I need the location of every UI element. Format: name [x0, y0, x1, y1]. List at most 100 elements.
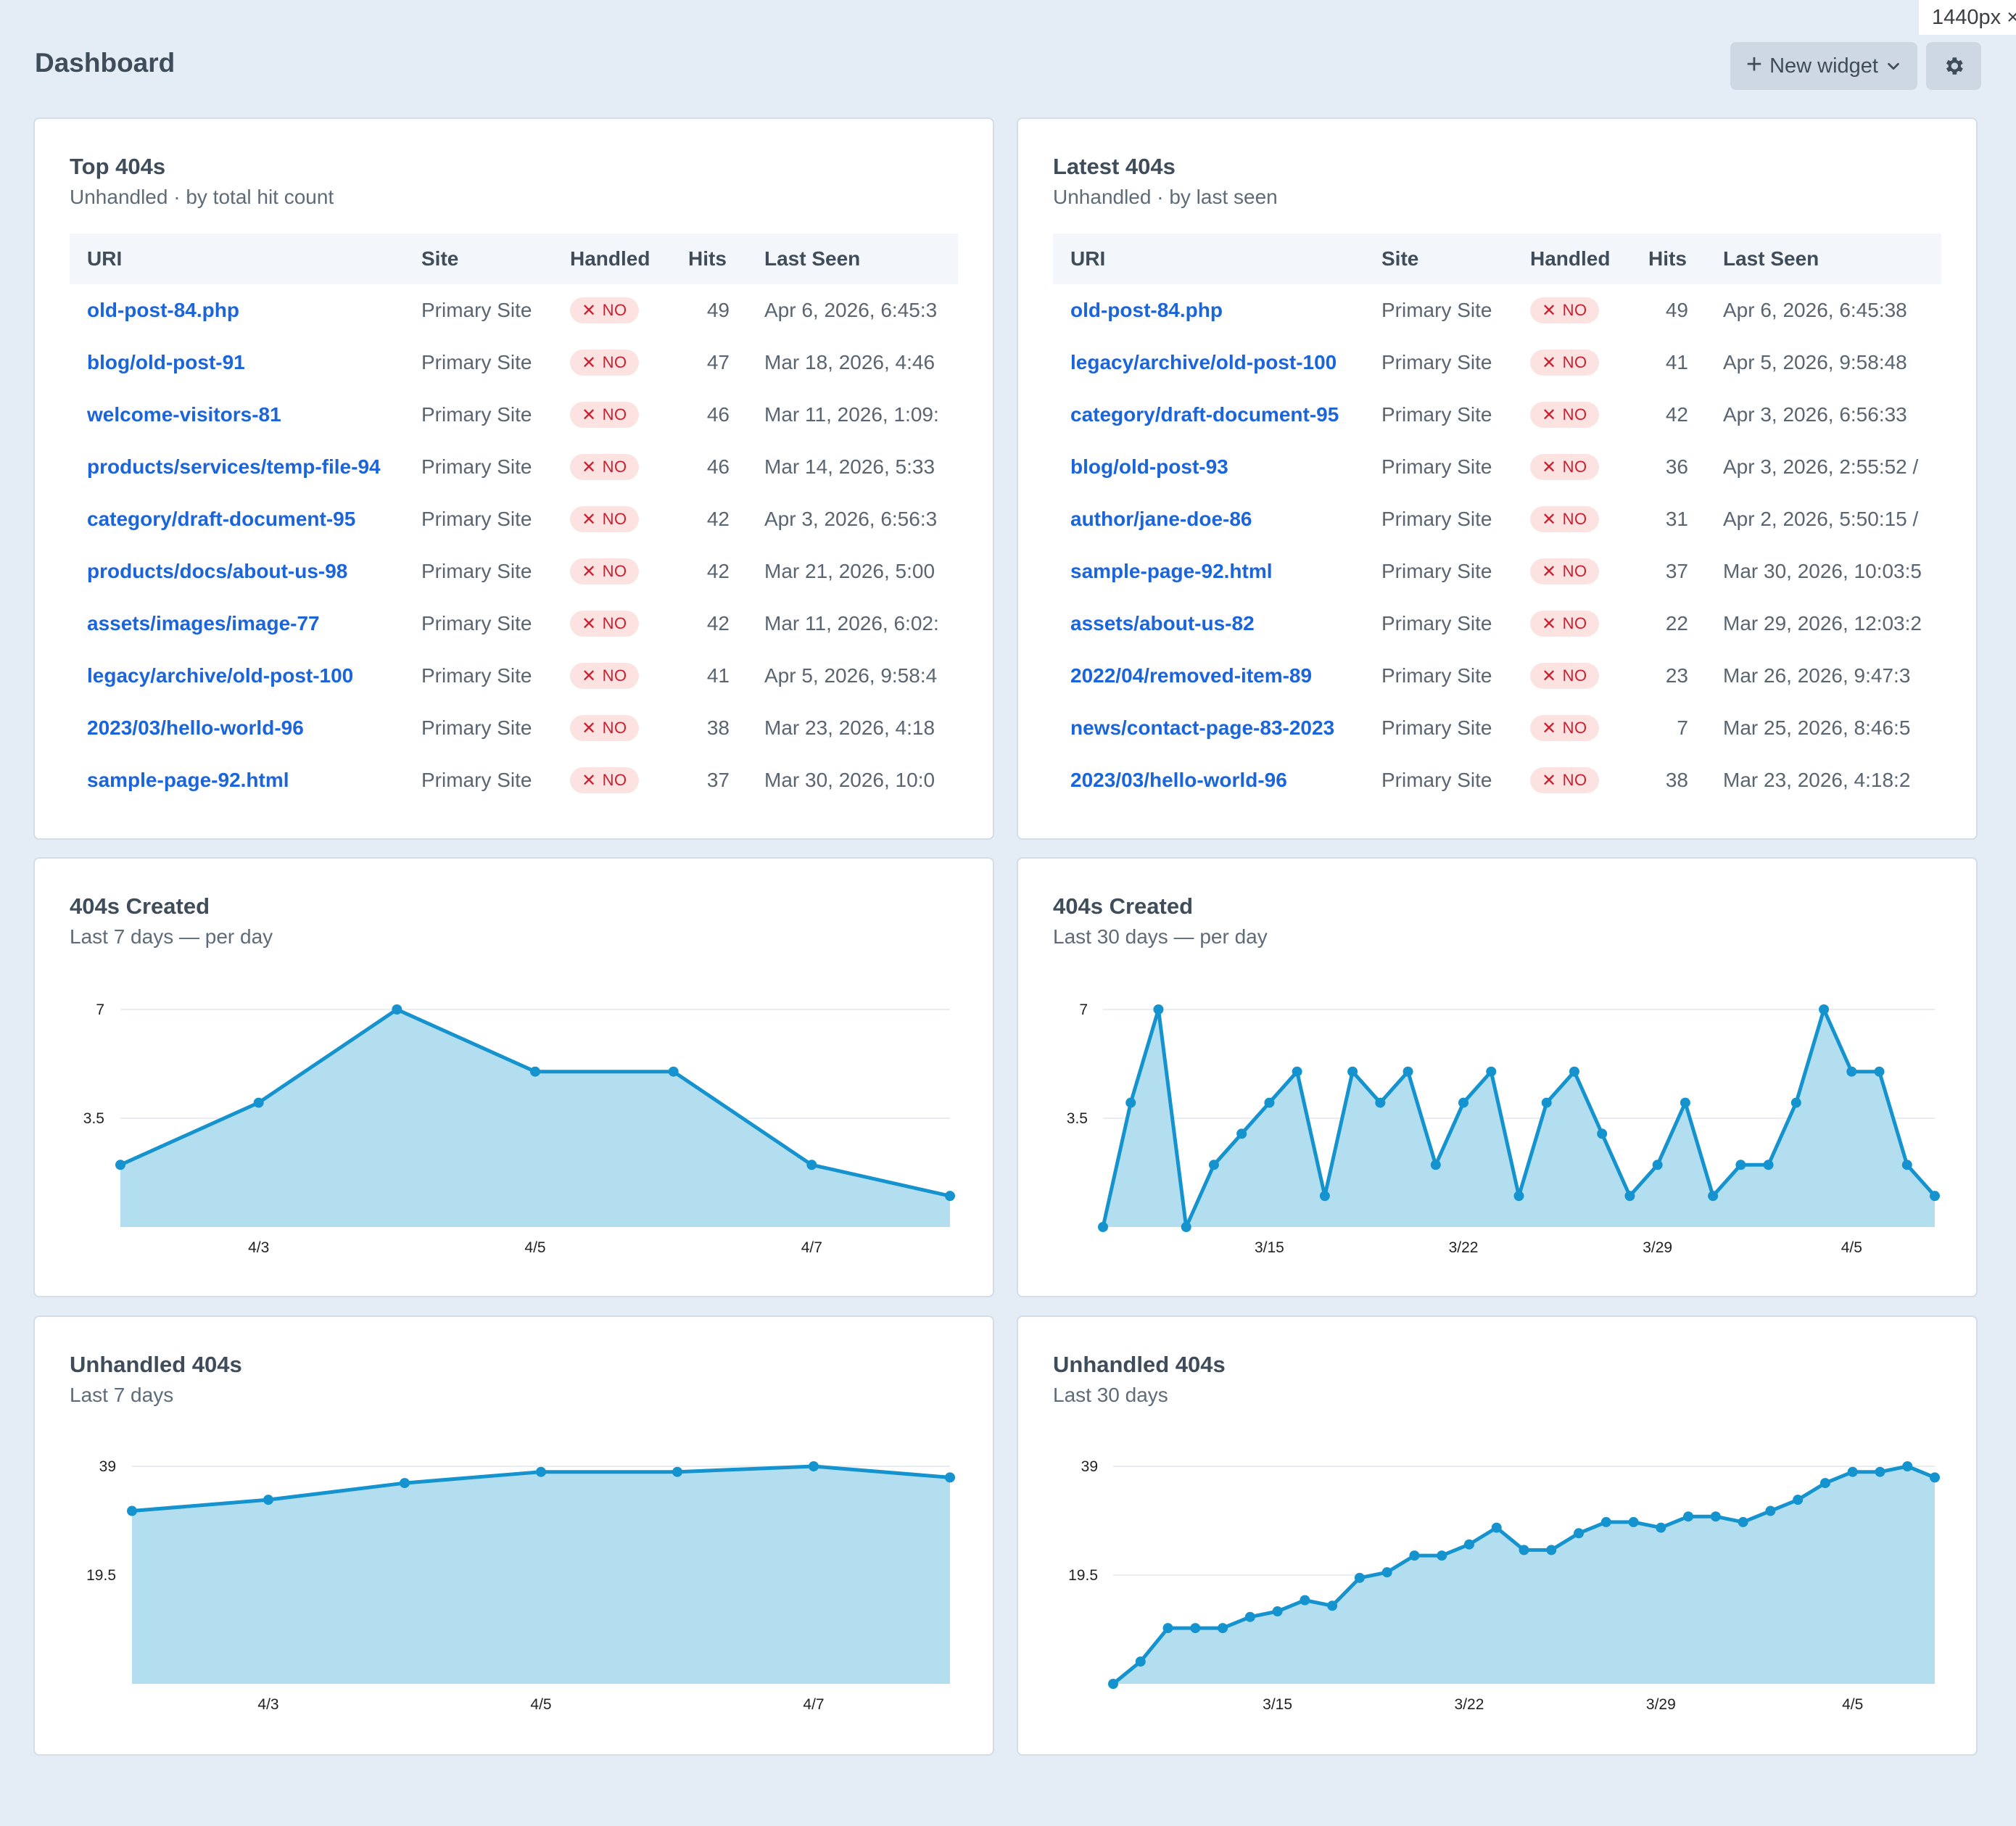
- column-header-hits[interactable]: Hits: [688, 234, 764, 284]
- data-point[interactable]: [400, 1478, 410, 1489]
- data-point[interactable]: [1683, 1511, 1694, 1522]
- data-point[interactable]: [1847, 1466, 1858, 1477]
- data-point[interactable]: [1458, 1097, 1469, 1108]
- data-point[interactable]: [1819, 1478, 1830, 1489]
- data-point[interactable]: [530, 1066, 540, 1077]
- uri-link[interactable]: blog/old-post-93: [1070, 455, 1228, 478]
- data-point[interactable]: [1162, 1623, 1173, 1634]
- data-point[interactable]: [1597, 1128, 1608, 1139]
- data-point[interactable]: [1624, 1191, 1635, 1202]
- data-point[interactable]: [1546, 1545, 1557, 1556]
- data-point[interactable]: [1902, 1461, 1913, 1471]
- uri-link[interactable]: news/contact-page-83-2023: [1070, 716, 1335, 739]
- data-point[interactable]: [806, 1160, 817, 1170]
- uri-link[interactable]: products/docs/about-us-98: [87, 560, 348, 582]
- uri-link[interactable]: sample-page-92.html: [87, 769, 289, 791]
- data-point[interactable]: [1300, 1595, 1310, 1606]
- data-point[interactable]: [1574, 1528, 1585, 1539]
- data-point[interactable]: [672, 1466, 682, 1477]
- data-point[interactable]: [945, 1472, 955, 1483]
- data-point[interactable]: [1381, 1567, 1392, 1578]
- data-point[interactable]: [1710, 1511, 1721, 1522]
- column-header-last-seen[interactable]: Last Seen: [1723, 234, 1941, 284]
- data-point[interactable]: [1153, 1004, 1164, 1015]
- data-point[interactable]: [1738, 1516, 1748, 1527]
- data-point[interactable]: [1765, 1505, 1776, 1516]
- uri-link[interactable]: legacy/archive/old-post-100: [1070, 351, 1337, 373]
- data-point[interactable]: [1708, 1191, 1719, 1202]
- data-point[interactable]: [1375, 1097, 1386, 1108]
- data-point[interactable]: [1790, 1097, 1801, 1108]
- settings-button[interactable]: [1926, 42, 1981, 90]
- data-point[interactable]: [1108, 1679, 1118, 1689]
- uri-link[interactable]: 2022/04/removed-item-89: [1070, 664, 1313, 687]
- column-header-handled[interactable]: Handled: [570, 234, 688, 284]
- uri-link[interactable]: 2023/03/hello-world-96: [1070, 769, 1287, 791]
- data-point[interactable]: [1218, 1623, 1228, 1634]
- data-point[interactable]: [1486, 1066, 1497, 1077]
- data-point[interactable]: [668, 1066, 679, 1077]
- data-point[interactable]: [1319, 1191, 1330, 1202]
- data-point[interactable]: [1244, 1611, 1255, 1622]
- data-point[interactable]: [809, 1461, 819, 1471]
- data-point[interactable]: [1930, 1191, 1940, 1202]
- data-point[interactable]: [1437, 1550, 1447, 1561]
- data-point[interactable]: [1190, 1623, 1201, 1634]
- column-header-site[interactable]: Site: [1381, 234, 1530, 284]
- data-point[interactable]: [1098, 1222, 1108, 1232]
- data-point[interactable]: [1347, 1066, 1358, 1077]
- data-point[interactable]: [945, 1191, 955, 1202]
- uri-link[interactable]: sample-page-92.html: [1070, 560, 1273, 582]
- data-point[interactable]: [1763, 1160, 1774, 1170]
- uri-link[interactable]: legacy/archive/old-post-100: [87, 664, 354, 687]
- data-point[interactable]: [1793, 1495, 1804, 1505]
- data-point[interactable]: [1135, 1656, 1146, 1667]
- uri-link[interactable]: blog/old-post-91: [87, 351, 245, 373]
- data-point[interactable]: [1327, 1600, 1338, 1611]
- data-point[interactable]: [263, 1495, 273, 1505]
- data-point[interactable]: [536, 1466, 546, 1477]
- data-point[interactable]: [1519, 1545, 1529, 1556]
- data-point[interactable]: [1354, 1572, 1365, 1583]
- column-header-uri[interactable]: URI: [70, 234, 421, 284]
- data-point[interactable]: [1930, 1472, 1940, 1483]
- data-point[interactable]: [1125, 1097, 1136, 1108]
- data-point[interactable]: [1430, 1160, 1441, 1170]
- data-point[interactable]: [115, 1160, 125, 1170]
- data-point[interactable]: [1600, 1516, 1611, 1527]
- data-point[interactable]: [1409, 1550, 1420, 1561]
- column-header-handled[interactable]: Handled: [1530, 234, 1648, 284]
- data-point[interactable]: [1181, 1222, 1191, 1232]
- uri-link[interactable]: welcome-visitors-81: [87, 403, 281, 426]
- data-point[interactable]: [1402, 1066, 1413, 1077]
- data-point[interactable]: [1513, 1191, 1524, 1202]
- data-point[interactable]: [1292, 1066, 1302, 1077]
- data-point[interactable]: [1208, 1160, 1219, 1170]
- data-point[interactable]: [392, 1004, 402, 1015]
- data-point[interactable]: [1874, 1066, 1885, 1077]
- data-point[interactable]: [1264, 1097, 1275, 1108]
- data-point[interactable]: [1491, 1522, 1502, 1533]
- uri-link[interactable]: assets/about-us-82: [1070, 612, 1255, 635]
- data-point[interactable]: [1541, 1097, 1552, 1108]
- data-point[interactable]: [1569, 1066, 1579, 1077]
- data-point[interactable]: [1735, 1160, 1746, 1170]
- column-header-uri[interactable]: URI: [1053, 234, 1381, 284]
- data-point[interactable]: [1901, 1160, 1912, 1170]
- uri-link[interactable]: old-post-84.php: [1070, 299, 1223, 321]
- data-point[interactable]: [1875, 1466, 1885, 1477]
- data-point[interactable]: [1652, 1160, 1663, 1170]
- uri-link[interactable]: products/services/temp-file-94: [87, 455, 381, 478]
- column-header-last-seen[interactable]: Last Seen: [764, 234, 958, 284]
- data-point[interactable]: [1628, 1516, 1639, 1527]
- uri-link[interactable]: 2023/03/hello-world-96: [87, 716, 304, 739]
- data-point[interactable]: [1680, 1097, 1690, 1108]
- column-header-site[interactable]: Site: [421, 234, 570, 284]
- uri-link[interactable]: old-post-84.php: [87, 299, 239, 321]
- uri-link[interactable]: assets/images/image-77: [87, 612, 320, 635]
- uri-link[interactable]: author/jane-doe-86: [1070, 508, 1252, 530]
- data-point[interactable]: [253, 1097, 264, 1108]
- data-point[interactable]: [1846, 1066, 1857, 1077]
- new-widget-button[interactable]: + New widget: [1730, 42, 1917, 90]
- data-point[interactable]: [1656, 1522, 1666, 1533]
